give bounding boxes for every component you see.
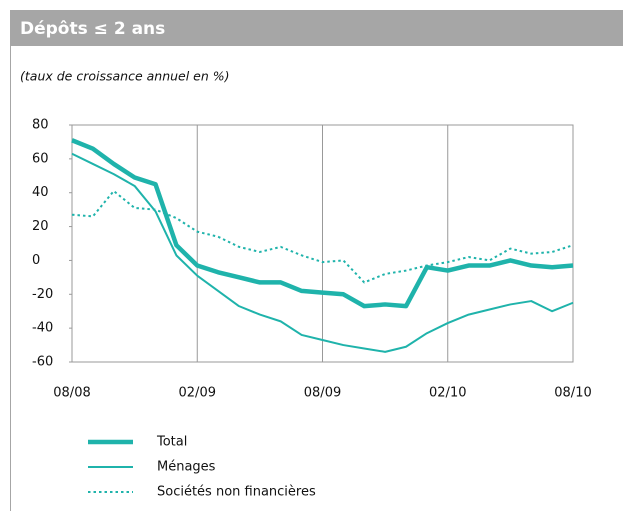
x-tick-label: 08/10 <box>554 386 591 401</box>
y-tick-label: 0 <box>32 253 40 268</box>
legend-label: Total <box>156 435 187 450</box>
series-line <box>71 138 574 309</box>
y-tick-label: 40 <box>32 185 49 200</box>
chart-title: Dépôts ≤ 2 ans <box>20 19 165 39</box>
series-line <box>71 190 574 284</box>
chart-subtitle: (taux de croissance annuel en %) <box>20 69 230 84</box>
header-bar <box>10 10 623 46</box>
y-tick-label: 60 <box>32 151 49 166</box>
x-tick-label: 08/08 <box>53 386 90 401</box>
y-tick-label: -40 <box>32 321 53 336</box>
series-line <box>71 152 574 353</box>
x-tick-label: 02/09 <box>179 386 216 401</box>
y-tick-label: -20 <box>32 287 53 302</box>
y-tick-label: 20 <box>32 219 49 234</box>
x-tick-label: 02/10 <box>429 386 466 401</box>
y-tick-label: -60 <box>32 355 53 370</box>
legend-label: Sociétés non financières <box>157 485 316 500</box>
legend-label: Ménages <box>157 460 216 475</box>
x-tick-label: 08/09 <box>304 386 341 401</box>
y-tick-label: 80 <box>32 118 49 133</box>
